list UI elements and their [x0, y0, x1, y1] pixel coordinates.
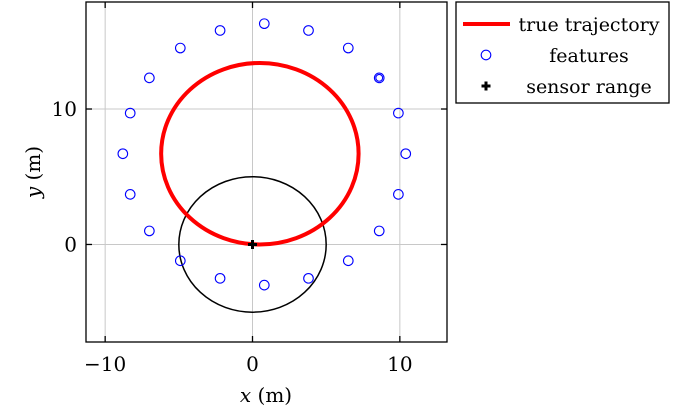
feature-point-highlight [375, 73, 384, 82]
feature-point-11 [214, 272, 226, 284]
feature-point-1 [303, 25, 314, 36]
plot-frame [85, 1, 448, 343]
legend-entry-sensor-range: sensor range [526, 76, 652, 98]
feature-point-5 [400, 148, 412, 160]
legend-swatch-features [480, 49, 492, 61]
feature-point-17 [144, 72, 155, 84]
x-axis-label: x (m) [240, 383, 292, 407]
x-tick-label: 0 [246, 352, 259, 376]
feature-point-18 [174, 42, 186, 54]
x-tick-label: −10 [84, 352, 126, 376]
legend-box [455, 1, 670, 104]
y-tick-label: 10 [52, 97, 77, 121]
feature-point-15 [117, 148, 129, 160]
feature-point-8 [342, 255, 354, 267]
feature-point-6 [393, 189, 404, 200]
x-tick-label: 10 [387, 352, 412, 376]
feature-point-19 [214, 25, 226, 36]
legend-entry-features: features [549, 45, 629, 67]
y-axis-label: y (m) [21, 146, 45, 199]
feature-point-7 [373, 225, 385, 237]
feature-point-3 [373, 72, 385, 84]
feature-point-0 [258, 18, 270, 30]
feature-point-16 [124, 107, 136, 119]
feature-point-4 [393, 107, 404, 119]
grid-layer [86, 2, 447, 342]
data-layer [117, 18, 412, 313]
tick-layer: −10 0 10 0 10 [52, 2, 447, 376]
feature-point-2 [342, 42, 354, 54]
legend-entry-true-trajectory: true trajectory [519, 14, 660, 36]
sensor-range-circle [178, 175, 327, 313]
y-tick-label: 0 [64, 232, 77, 256]
sensor-position-marker [248, 239, 258, 249]
true-trajectory-line [159, 60, 361, 247]
legend: true trajectory features sensor range [455, 1, 670, 104]
feature-point-12 [174, 255, 186, 267]
feature-point-13 [144, 225, 155, 237]
legend-swatch-sensor-range [481, 81, 491, 91]
feature-point-9 [303, 272, 314, 284]
feature-point-14 [124, 189, 136, 200]
feature-point-10 [258, 279, 270, 291]
